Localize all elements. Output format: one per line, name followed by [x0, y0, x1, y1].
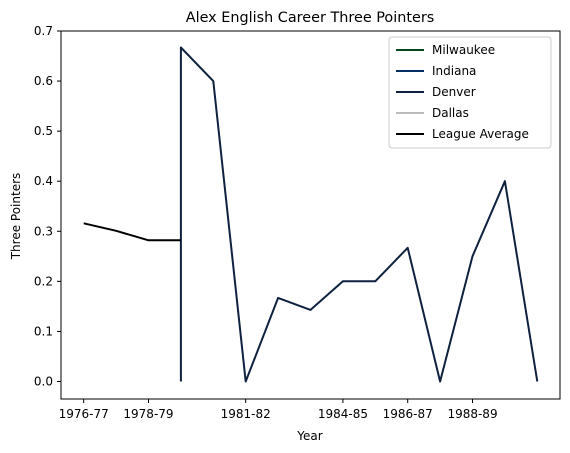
y-tick-label: 0.1 [34, 324, 53, 338]
y-tick-label: 0.2 [34, 274, 53, 288]
x-tick-label: 1984-85 [318, 407, 368, 421]
legend-label: Denver [432, 85, 476, 99]
x-tick-label: 1976-77 [59, 407, 109, 421]
x-tick-label: 1986-87 [383, 407, 433, 421]
chart-title: Alex English Career Three Pointers [186, 10, 435, 26]
y-tick-label: 0.6 [34, 74, 53, 88]
y-tick-label: 0.0 [34, 374, 53, 388]
x-axis-title: Year [296, 429, 322, 443]
legend: Milwaukee Indiana Denver Dallas League Avera… [389, 37, 551, 148]
y-tick-label: 0.7 [34, 24, 53, 38]
x-tick-label: 1988-89 [447, 407, 497, 421]
legend-label: Indiana [432, 64, 476, 78]
legend-label: Dallas [432, 106, 469, 120]
y-tick-label: 0.5 [34, 124, 53, 138]
y-axis-title: Three Pointers [9, 173, 23, 261]
x-tick-label: 1978-79 [123, 407, 173, 421]
legend-label: Milwaukee [432, 43, 495, 57]
y-tick-label: 0.3 [34, 224, 53, 238]
x-tick-label: 1981-82 [221, 407, 271, 421]
legend-label: League Average [432, 127, 529, 141]
y-tick-label: 0.4 [34, 174, 53, 188]
